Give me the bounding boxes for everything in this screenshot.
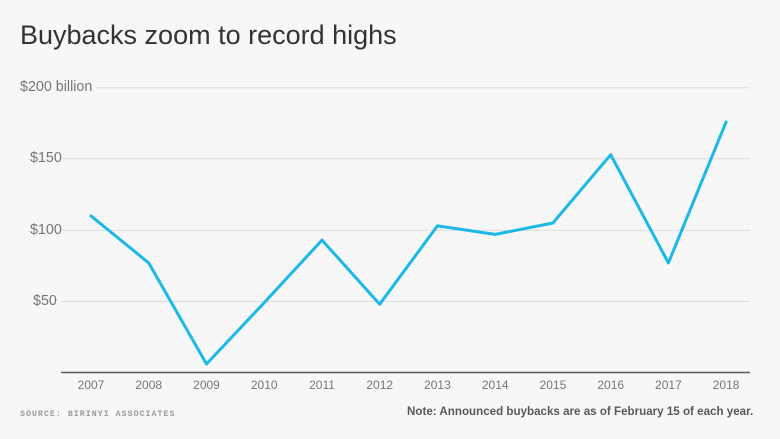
svg-text:2018: 2018 xyxy=(713,378,740,392)
svg-text:2008: 2008 xyxy=(135,378,162,392)
svg-text:2011: 2011 xyxy=(309,378,335,392)
svg-text:2013: 2013 xyxy=(424,378,451,392)
svg-text:2014: 2014 xyxy=(482,378,509,392)
svg-text:2012: 2012 xyxy=(366,378,393,392)
svg-text:2007: 2007 xyxy=(78,378,105,392)
svg-text:2016: 2016 xyxy=(597,378,624,392)
svg-text:2017: 2017 xyxy=(655,378,682,392)
svg-text:$50: $50 xyxy=(33,293,57,309)
svg-text:$150: $150 xyxy=(30,150,62,166)
svg-text:2015: 2015 xyxy=(540,378,567,392)
svg-text:2010: 2010 xyxy=(251,378,278,392)
svg-text:$200 billion: $200 billion xyxy=(20,79,92,95)
svg-text:2009: 2009 xyxy=(193,378,220,392)
svg-text:$100: $100 xyxy=(30,222,62,238)
